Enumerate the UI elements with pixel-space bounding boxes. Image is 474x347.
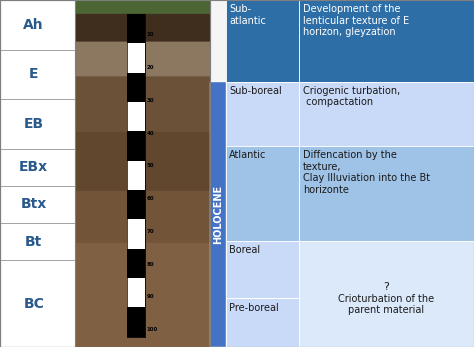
Bar	[127, 307, 145, 337]
Text: 10: 10	[146, 32, 154, 37]
Bar	[226, 0, 299, 82]
Bar	[127, 278, 145, 307]
Bar	[210, 82, 226, 347]
Bar	[127, 73, 145, 102]
Text: Sub-
atlantic: Sub- atlantic	[229, 4, 266, 26]
Bar	[226, 82, 299, 146]
Text: Diffencation by the
texture,
Clay Illuviation into the Bt
horizonte: Diffencation by the texture, Clay Illuvi…	[303, 150, 430, 195]
Bar	[127, 219, 145, 248]
Bar	[226, 146, 299, 241]
Text: 40: 40	[146, 130, 154, 136]
Text: 60: 60	[146, 196, 154, 201]
Text: 100: 100	[146, 327, 158, 332]
Bar	[299, 82, 474, 146]
Text: 90: 90	[146, 294, 154, 299]
Text: Ah: Ah	[23, 18, 44, 32]
Bar	[127, 131, 145, 161]
Text: ?: ?	[383, 282, 390, 292]
Bar	[210, 0, 474, 347]
Bar	[127, 248, 145, 278]
Text: Btx: Btx	[20, 197, 47, 211]
Text: 30: 30	[146, 98, 154, 103]
Text: 80: 80	[146, 262, 154, 266]
Bar	[299, 146, 474, 241]
Text: Boreal: Boreal	[229, 245, 261, 255]
Bar	[226, 241, 299, 298]
Bar	[127, 14, 145, 43]
Bar	[299, 0, 474, 82]
Text: EB: EB	[24, 117, 44, 131]
Text: 70: 70	[146, 229, 154, 234]
Text: 50: 50	[146, 163, 154, 168]
Text: Sub-boreal: Sub-boreal	[229, 86, 282, 96]
Bar	[127, 14, 145, 337]
Text: Bt: Bt	[25, 235, 42, 248]
Text: EBx: EBx	[19, 160, 48, 174]
Bar	[127, 14, 145, 337]
Text: Pre-boreal: Pre-boreal	[229, 303, 279, 313]
Bar	[226, 298, 299, 347]
Text: BC: BC	[23, 297, 44, 311]
Text: Atlantic: Atlantic	[229, 150, 267, 160]
Bar	[127, 43, 145, 73]
Bar	[0, 0, 75, 347]
Bar	[299, 241, 474, 347]
Bar	[127, 190, 145, 219]
Bar	[0, 0, 210, 347]
Bar	[127, 102, 145, 131]
Text: Development of the
lenticular texture of E
horizon, gleyzation: Development of the lenticular texture of…	[303, 4, 409, 37]
Text: Criogenic turbation,
 compactation: Criogenic turbation, compactation	[303, 86, 400, 107]
Text: Crioturbation of the
parent material: Crioturbation of the parent material	[338, 294, 435, 315]
Text: E: E	[29, 67, 38, 81]
Text: HOLOCENE: HOLOCENE	[213, 185, 223, 244]
Bar	[127, 161, 145, 190]
Text: 20: 20	[146, 65, 154, 70]
